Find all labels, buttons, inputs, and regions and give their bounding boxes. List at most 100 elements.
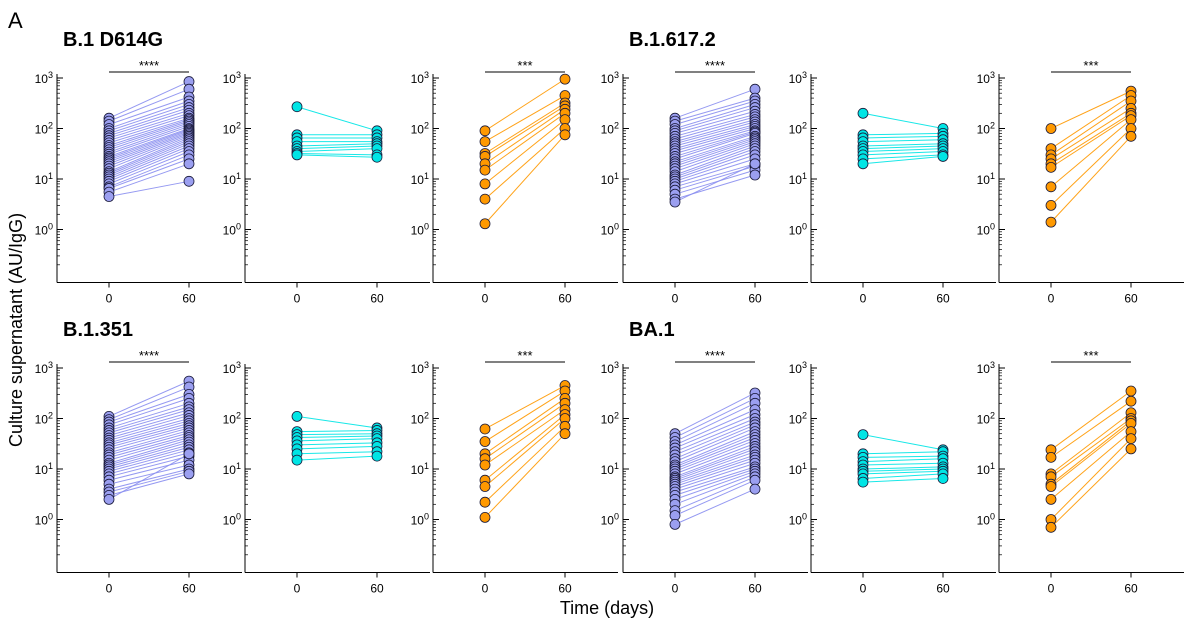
pair-line bbox=[108, 406, 190, 431]
pair-line bbox=[108, 393, 190, 423]
pair-line bbox=[1050, 412, 1132, 475]
y-tick-label: 102 bbox=[789, 411, 807, 427]
y-tick-label: 100 bbox=[977, 222, 995, 238]
pair-line bbox=[296, 455, 378, 461]
y-tick-label: 101 bbox=[35, 461, 53, 477]
pair-line bbox=[674, 135, 756, 163]
pair-line bbox=[108, 151, 190, 185]
variant-title: BA.1 bbox=[629, 319, 675, 341]
x-tick-label: 0 bbox=[860, 292, 867, 306]
pair-line bbox=[1050, 418, 1132, 478]
pair-line bbox=[674, 470, 756, 500]
data-point-day60 bbox=[749, 169, 761, 181]
y-tick-label: 100 bbox=[789, 512, 807, 528]
data-point-day0 bbox=[291, 149, 303, 161]
pair-line bbox=[108, 412, 190, 437]
variant-title: B.1.351 bbox=[63, 319, 133, 341]
y-tick-label: 100 bbox=[35, 512, 53, 528]
x-tick-label: 60 bbox=[936, 582, 950, 596]
pair-line bbox=[296, 451, 378, 455]
pair-line bbox=[862, 451, 944, 455]
panel-letter: A bbox=[8, 8, 23, 33]
pair-line bbox=[108, 128, 190, 157]
pair-line bbox=[108, 441, 190, 466]
pair-line bbox=[862, 132, 944, 136]
pair-line bbox=[862, 434, 944, 451]
y-tick-label: 100 bbox=[601, 222, 619, 238]
y-tick-label: 100 bbox=[411, 512, 429, 528]
pair-line bbox=[1050, 420, 1132, 485]
y-tick-label: 102 bbox=[601, 411, 619, 427]
pair-line bbox=[108, 109, 190, 137]
data-point-day0 bbox=[479, 423, 491, 435]
pair-line bbox=[674, 158, 756, 185]
y-tick-label: 102 bbox=[35, 121, 53, 137]
pair-line bbox=[674, 456, 756, 485]
pair-line bbox=[674, 137, 756, 165]
data-point-day60 bbox=[1125, 385, 1137, 397]
y-axis-title: Culture supernatant (AU/IgG) bbox=[6, 213, 26, 447]
data-point-day0 bbox=[479, 436, 491, 447]
pair-line bbox=[108, 88, 190, 122]
pair-line bbox=[674, 119, 756, 143]
y-tick-label: 100 bbox=[223, 512, 241, 528]
data-point-day0 bbox=[669, 196, 681, 208]
y-tick-label: 103 bbox=[601, 70, 619, 86]
x-tick-label: 0 bbox=[672, 292, 679, 306]
pair-line bbox=[296, 106, 378, 132]
pair-line bbox=[484, 128, 566, 200]
y-tick-label: 103 bbox=[35, 360, 53, 376]
y-tick-label: 103 bbox=[411, 70, 429, 86]
pair-line bbox=[484, 409, 566, 466]
pair-line bbox=[108, 180, 190, 198]
pair-line bbox=[862, 477, 944, 483]
pair-line bbox=[484, 108, 566, 165]
pair-line bbox=[674, 451, 756, 481]
x-tick-label: 0 bbox=[482, 292, 489, 306]
pair-line bbox=[108, 163, 190, 193]
y-tick-label: 100 bbox=[601, 512, 619, 528]
pair-line bbox=[674, 437, 756, 470]
pair-line bbox=[1050, 115, 1132, 168]
data-point-day0 bbox=[479, 481, 491, 492]
data-point-day60 bbox=[559, 428, 571, 440]
data-point-day0 bbox=[479, 218, 491, 230]
x-tick-label: 60 bbox=[936, 292, 950, 306]
pair-line bbox=[108, 425, 190, 448]
data-point-day60 bbox=[749, 158, 761, 170]
data-point-day60 bbox=[1125, 443, 1137, 455]
pair-line bbox=[674, 139, 756, 167]
data-point-day0 bbox=[1045, 481, 1057, 492]
data-point-day0 bbox=[479, 125, 491, 137]
data-point-day0 bbox=[103, 191, 115, 202]
pair-line bbox=[296, 445, 378, 450]
pair-line bbox=[674, 113, 756, 137]
x-tick-label: 0 bbox=[106, 582, 113, 596]
y-tick-label: 103 bbox=[789, 360, 807, 376]
y-tick-label: 101 bbox=[411, 461, 429, 477]
pair-line bbox=[108, 145, 190, 180]
pair-line bbox=[484, 119, 566, 185]
pair-line bbox=[108, 402, 190, 429]
x-tick-label: 60 bbox=[182, 292, 196, 306]
pair-line bbox=[108, 380, 190, 417]
y-tick-label: 102 bbox=[601, 121, 619, 137]
significance-label: **** bbox=[705, 348, 725, 363]
pair-line bbox=[674, 174, 756, 200]
data-point-day0 bbox=[479, 136, 491, 148]
data-point-day0 bbox=[291, 411, 303, 422]
data-point-day0 bbox=[1045, 521, 1057, 533]
pair-line bbox=[108, 452, 190, 475]
pair-line bbox=[862, 458, 944, 463]
pair-line bbox=[862, 470, 944, 475]
data-point-day0 bbox=[479, 459, 491, 471]
data-point-day0 bbox=[1045, 216, 1057, 228]
pair-line bbox=[674, 124, 756, 147]
variant-title: B.1 D614G bbox=[63, 29, 163, 51]
pair-line bbox=[1050, 100, 1132, 156]
significance-label: *** bbox=[517, 58, 532, 73]
pair-line bbox=[674, 392, 756, 435]
pair-line bbox=[108, 468, 190, 490]
pair-line bbox=[1050, 107, 1132, 160]
pair-line bbox=[108, 470, 190, 493]
